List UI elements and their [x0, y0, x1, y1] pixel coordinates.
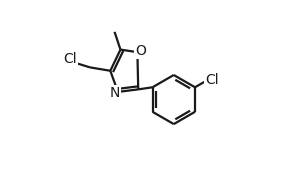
Text: O: O	[135, 45, 146, 58]
Text: Cl: Cl	[205, 73, 219, 87]
Text: N: N	[109, 86, 120, 100]
Text: Cl: Cl	[64, 52, 77, 66]
